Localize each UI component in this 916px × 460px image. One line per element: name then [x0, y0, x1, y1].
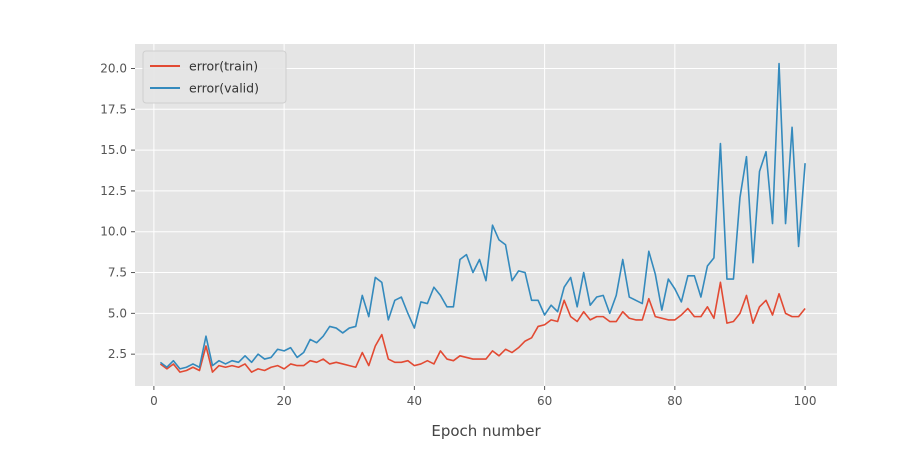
legend: error(train) error(valid) [142, 50, 287, 104]
y-tick-label: 5.0 [108, 306, 127, 320]
series-line-valid [159, 62, 806, 370]
y-tick-label: 17.5 [100, 102, 127, 116]
series-lines [159, 62, 806, 373]
y-axis-ticks: 2.5 5.0 7.5 10.0 12.5 15.0 17.5 20.0 [100, 61, 135, 361]
x-tick-label: 60 [537, 394, 552, 408]
grid-lines [135, 44, 837, 386]
legend-label-train: error(train) [189, 59, 258, 74]
x-axis-label: Epoch number [431, 422, 541, 440]
y-tick-label: 20.0 [100, 61, 127, 75]
y-tick-label: 10.0 [100, 225, 127, 239]
y-tick-label: 2.5 [108, 347, 127, 361]
x-tick-label: 100 [794, 394, 817, 408]
series-line-train [159, 281, 806, 373]
x-tick-label: 40 [407, 394, 422, 408]
y-tick-label: 12.5 [100, 184, 127, 198]
x-axis-ticks: 0 20 40 60 80 100 [150, 386, 817, 408]
x-tick-label: 20 [276, 394, 291, 408]
x-tick-label: 80 [667, 394, 682, 408]
y-tick-label: 15.0 [100, 143, 127, 157]
legend-label-valid: error(valid) [189, 81, 259, 96]
x-tick-label: 0 [150, 394, 158, 408]
legend-box [142, 50, 287, 104]
y-tick-label: 7.5 [108, 266, 127, 280]
